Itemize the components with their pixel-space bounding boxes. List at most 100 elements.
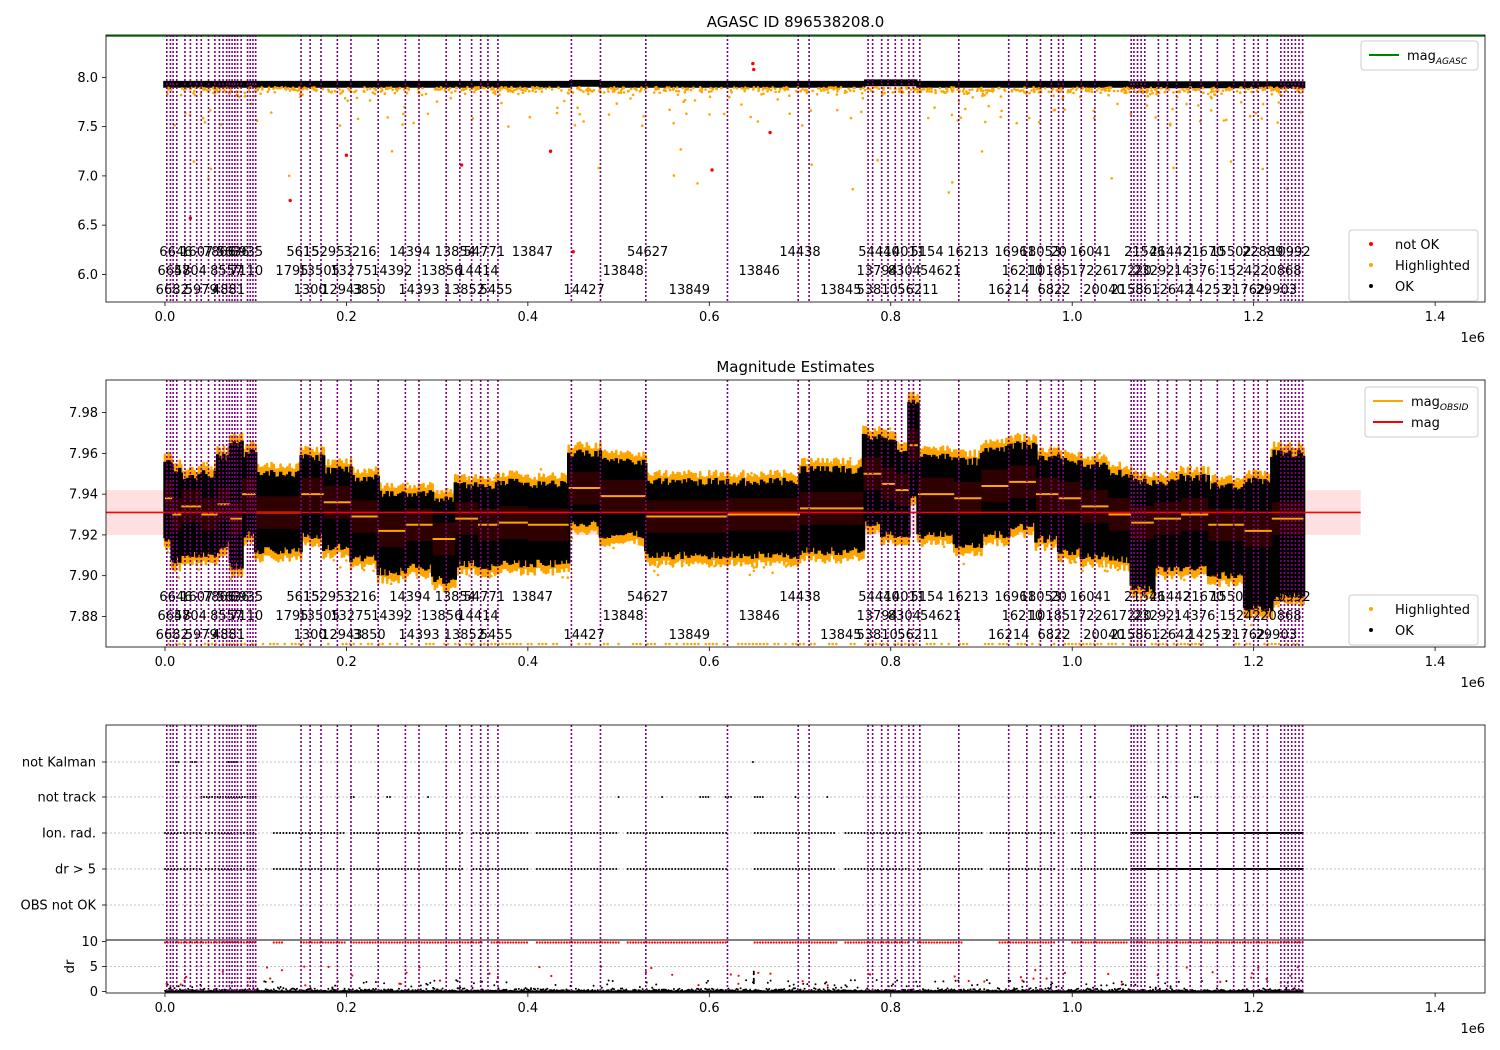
panel1-obsid-label: 1795	[275, 264, 308, 279]
panel2-obsid-label: 8304	[888, 609, 921, 624]
panel2-obsid-label: 14253	[1188, 628, 1229, 643]
dr-ytick-label: 0	[90, 985, 98, 1000]
panel2-obsid-label: 14393	[398, 628, 439, 643]
panel1-obsid-label: 8304	[888, 264, 921, 279]
panel1-obsid-label: 22889	[1242, 245, 1283, 260]
panel2-obsid-label: 21442	[1150, 590, 1191, 605]
panel1-obsid-label: 21762	[1224, 283, 1265, 298]
panel1-obsid-label: 5979	[185, 283, 218, 298]
panel1-obsid-label: 21670	[1183, 245, 1224, 260]
panel1-ytick-label: 8.0	[77, 71, 98, 86]
panel3-xtick-label: 0.6	[699, 1001, 720, 1016]
panel1-xtick-label: 0.0	[155, 310, 176, 325]
panel2-ytick-label: 7.90	[69, 569, 98, 584]
panel1-obsid-label: 20868	[1260, 264, 1301, 279]
panel1-obsid-label: 4704	[174, 264, 207, 279]
panel1-obsid-label: 1607	[180, 245, 213, 260]
panel2-obsid-label: 1300	[294, 628, 327, 643]
panel1-obsid-label: 13854	[435, 245, 476, 260]
panel1-obsid-label: 5154	[911, 245, 944, 260]
flag-row-label: dr > 5	[55, 863, 96, 878]
panel1-ytick-label: 6.5	[77, 219, 98, 234]
not-ok-point	[188, 216, 193, 220]
panel2-obsid-label: 14438	[779, 590, 820, 605]
panel1-xtick-label: 0.8	[880, 310, 901, 325]
panel2-obsid-label: 15295	[303, 590, 344, 605]
panel1-obsid-label: 14438	[779, 245, 820, 260]
panel2-obsid-label: 21670	[1183, 590, 1224, 605]
panel2-obsid-label: 54771	[464, 590, 505, 605]
panel2-obsid-label: 6935	[230, 590, 263, 605]
panel2-ytick-label: 7.96	[69, 447, 98, 462]
panel1-xtick-label: 0.6	[699, 310, 720, 325]
panel1-xtick-label: 1.0	[1062, 310, 1083, 325]
panel2-xtick-label: 1.0	[1062, 655, 1083, 670]
panel1-obsid-label: 14394	[389, 245, 430, 260]
panel1-ytick-label: 7.0	[77, 169, 98, 184]
panel1-obsid-label: 15242	[1219, 264, 1260, 279]
panel2-obsid-label: 7866	[203, 590, 236, 605]
panel2-obsid-label: 6658	[157, 609, 190, 624]
panel2-obsid-label: 14394	[389, 590, 430, 605]
panel1-obsid-label: 10992	[1269, 245, 1310, 260]
not-ok-point	[548, 149, 553, 153]
panel2-obsid-label: 21586	[1110, 628, 1151, 643]
not-ok-point	[751, 61, 755, 66]
panel1-obsid-label: 14376	[1174, 264, 1215, 279]
panel2-obsid-label: 14427	[563, 628, 604, 643]
panel3-xtick-label: 1.0	[1062, 1001, 1083, 1016]
panel1-legend-lower-swatch	[1369, 284, 1373, 288]
panel1-obsid-label: 13794	[856, 264, 897, 279]
panel2-obsid-label: 5154	[911, 590, 944, 605]
panel1-obsid-label: 14427	[563, 283, 604, 298]
panel2-obsid-label: 16041	[1070, 590, 1111, 605]
panel1-obsid-label: 14392	[371, 264, 412, 279]
panel1-obsid-label: 17220	[1110, 264, 1151, 279]
panel2-obsid-label: 13794	[856, 609, 897, 624]
panel3-xtick-label: 0.4	[518, 1001, 539, 1016]
panel1-legend-lower-frame	[1348, 229, 1479, 302]
flag-row-label: not track	[37, 791, 96, 806]
panel1-obsid-label: 20040	[1083, 283, 1124, 298]
panel1-xtick-label: 1.2	[1243, 310, 1264, 325]
panel2-obsid-label: 6682	[156, 628, 189, 643]
panel1-obsid-label: 54621	[920, 264, 961, 279]
panel2-obsid-label: 16961	[994, 590, 1035, 605]
not-ok-point	[571, 250, 575, 254]
panel3-xtick-label: 1.2	[1243, 1001, 1264, 1016]
panel1-obsid-label: 10185	[1029, 264, 1070, 279]
not-ok-point	[344, 153, 349, 157]
panel3-obsid-lines	[165, 725, 1304, 993]
panel1-obsid-label: 14414	[457, 264, 498, 279]
panel1-obsid-label: 6935	[230, 245, 263, 260]
panel1-obsid-label: 16213	[947, 245, 988, 260]
panel1-x-offset: 1e6	[1460, 331, 1485, 346]
panel1-obsid-label: 13852	[444, 283, 485, 298]
panel3-xtick-label: 0.8	[880, 1001, 901, 1016]
panel1-obsid-label: 15295	[303, 245, 344, 260]
panel1-obsid-label: 13845	[820, 283, 861, 298]
panel2-xtick-label: 0.8	[880, 655, 901, 670]
panel1-obsid-label: 7110	[230, 264, 263, 279]
panel2-obsid-label: 13856	[421, 609, 462, 624]
panel2-obsid-label: 13848	[602, 609, 643, 624]
panel1-legend-lower-swatch	[1369, 242, 1373, 246]
panel2-obsid-label: 15502	[1210, 590, 1251, 605]
panel2-legend-lower-frame	[1348, 594, 1479, 646]
panel1-obsid-label: 13846	[739, 264, 780, 279]
panel2-obsid-label: 20868	[1260, 609, 1301, 624]
panel1-obsid-label: 16210	[1002, 264, 1043, 279]
panel1-obsid-label: 29903	[1256, 283, 1297, 298]
panel2-obsid-label: 5455	[480, 628, 513, 643]
panel1-obsid-label: 3850	[353, 283, 386, 298]
not-ok-point	[459, 163, 464, 167]
panel1-obsid-label: 21586	[1110, 283, 1151, 298]
panel1-obsid-label: 17226	[1070, 264, 1111, 279]
panel2-obsid-label: 13275	[330, 609, 371, 624]
panel1-obsid-label: 13505	[299, 264, 340, 279]
panel2-obsid-label: 1795	[275, 609, 308, 624]
panel2-ytick-label: 7.88	[69, 610, 98, 625]
panel1-legend-lower-label: not OK	[1395, 238, 1440, 253]
panel1-obsid-label: 12642	[1151, 283, 1192, 298]
panel2-legend-upper-frame	[1364, 386, 1479, 438]
